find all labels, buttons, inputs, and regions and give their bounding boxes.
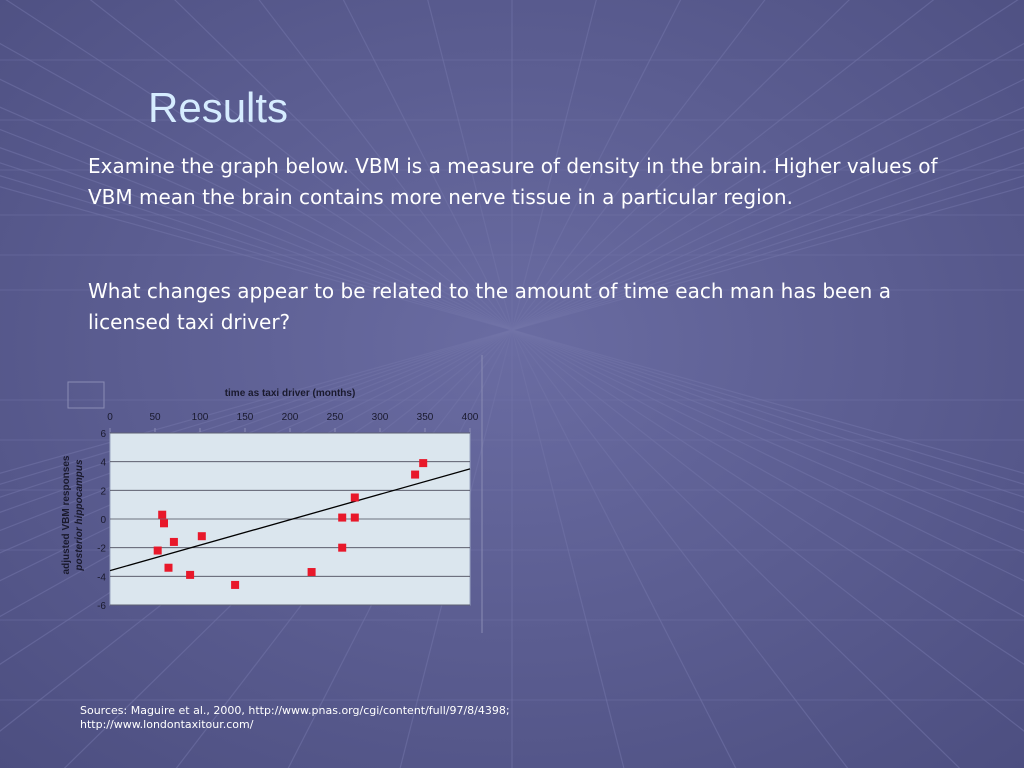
background-grid-line bbox=[0, 329, 513, 618]
y-tick-label: 6 bbox=[100, 429, 106, 440]
legend-box bbox=[67, 381, 105, 409]
data-point bbox=[411, 470, 420, 479]
background-grid-line bbox=[511, 186, 1024, 331]
chart-svg: time as taxi driver (months) adjusted VB… bbox=[61, 355, 483, 633]
background-grid-line bbox=[511, 42, 1024, 331]
background-grid-line bbox=[511, 329, 737, 768]
grid-lines bbox=[110, 432, 470, 606]
y-tick-label: -6 bbox=[97, 601, 106, 612]
scatter-chart: time as taxi driver (months) adjusted VB… bbox=[55, 355, 485, 635]
background-grid-line bbox=[427, 0, 513, 331]
x-tick-label: 50 bbox=[149, 412, 161, 423]
background-grid-line bbox=[0, 329, 513, 498]
x-tick-label: 400 bbox=[462, 412, 479, 423]
background-grid-line bbox=[511, 329, 625, 768]
background-grid-line bbox=[0, 78, 513, 331]
background-grid-line bbox=[0, 162, 513, 331]
background-grid-line bbox=[511, 329, 1024, 732]
background-grid-line bbox=[0, 42, 513, 331]
background-grid-line bbox=[0, 329, 513, 485]
background-grid-line bbox=[511, 0, 850, 331]
background-grid-line bbox=[511, 329, 1024, 582]
background-grid-line bbox=[511, 0, 766, 331]
page-title: Results bbox=[148, 84, 289, 131]
data-point bbox=[338, 543, 347, 552]
background-grid-line bbox=[174, 0, 513, 331]
x-tick-label: 350 bbox=[417, 412, 434, 423]
background-grid-line bbox=[511, 147, 1024, 331]
y-tick-label: 2 bbox=[100, 486, 106, 497]
question-paragraph: What changes appear to be related to the… bbox=[88, 279, 891, 334]
background-grid-line bbox=[0, 128, 513, 331]
data-point bbox=[197, 532, 206, 541]
data-point bbox=[158, 510, 167, 519]
background-grid-line bbox=[511, 329, 1024, 532]
background-grid-line bbox=[0, 186, 513, 331]
background-grid-line bbox=[511, 329, 1024, 513]
background-grid-line bbox=[511, 329, 1024, 485]
source-line-2: http://www.londontaxitour.com/ bbox=[80, 718, 254, 731]
background-grid-line bbox=[511, 329, 1024, 498]
data-point bbox=[186, 570, 195, 579]
y-axis-label-line-1: adjusted VBM responses bbox=[61, 455, 72, 574]
background-grid-line bbox=[511, 0, 935, 331]
background-grid-line bbox=[511, 128, 1024, 331]
background-grid-line bbox=[511, 0, 597, 331]
background-grid-line bbox=[0, 329, 513, 513]
data-point bbox=[350, 513, 359, 522]
background-grid-line bbox=[0, 329, 513, 582]
data-point bbox=[169, 537, 178, 546]
x-tick-label: 100 bbox=[192, 412, 209, 423]
chart-title: time as taxi driver (months) bbox=[225, 388, 356, 399]
y-tick-label: 0 bbox=[100, 515, 106, 526]
y-tick-label: 4 bbox=[100, 458, 106, 469]
background-grid-line bbox=[511, 329, 1024, 474]
data-point bbox=[338, 513, 347, 522]
data-point bbox=[153, 546, 162, 555]
background-grid-line bbox=[511, 329, 1024, 665]
background-grid-line bbox=[0, 175, 513, 331]
background-grid-line bbox=[511, 162, 1024, 331]
source-line-1: Sources: Maguire et al., 2000, http://ww… bbox=[80, 704, 510, 717]
x-tick-labels: 0 50 100 150 200 250 300 350 400 bbox=[107, 412, 479, 432]
background-grid-line bbox=[511, 329, 1024, 554]
y-axis-label-line-2: posterior hippocampus bbox=[74, 459, 85, 572]
background-grid-line bbox=[0, 147, 513, 331]
background-grid-line bbox=[0, 329, 513, 532]
background-grid-line bbox=[0, 329, 513, 474]
background-grid-line bbox=[511, 78, 1024, 331]
y-tick-label: -2 bbox=[97, 544, 106, 555]
data-point bbox=[350, 493, 359, 502]
background-grid-line bbox=[511, 175, 1024, 331]
trend-line bbox=[109, 468, 471, 572]
background-grid-line bbox=[511, 329, 1024, 618]
intro-paragraph: Examine the graph below. VBM is a measur… bbox=[88, 154, 938, 209]
sources-citation: Sources: Maguire et al., 2000, http://ww… bbox=[80, 704, 680, 732]
background-grid-line bbox=[511, 106, 1024, 331]
x-tick-label: 300 bbox=[372, 412, 389, 423]
background-grid-line bbox=[0, 329, 513, 554]
data-point bbox=[419, 459, 428, 468]
data-point bbox=[231, 580, 240, 589]
x-tick-label: 150 bbox=[237, 412, 254, 423]
data-points bbox=[153, 459, 428, 589]
background-grid-line bbox=[511, 0, 1019, 331]
background-grid-line bbox=[342, 0, 513, 331]
background-grid-line bbox=[511, 329, 849, 768]
background-grid-line bbox=[5, 0, 513, 331]
y-tick-labels: -6 -4 -2 0 2 4 6 bbox=[97, 429, 106, 612]
x-tick-label: 0 bbox=[107, 412, 113, 423]
data-point bbox=[164, 563, 173, 572]
background-grid-line bbox=[89, 0, 513, 331]
data-point bbox=[307, 568, 316, 577]
background-grid-line bbox=[511, 329, 961, 768]
background-grid-line bbox=[258, 0, 513, 331]
background-grid-line bbox=[511, 0, 682, 331]
background-grid-line bbox=[0, 106, 513, 331]
data-point bbox=[160, 519, 168, 528]
y-tick-label: -4 bbox=[97, 572, 106, 583]
x-tick-label: 250 bbox=[327, 412, 344, 423]
x-tick-label: 200 bbox=[282, 412, 299, 423]
